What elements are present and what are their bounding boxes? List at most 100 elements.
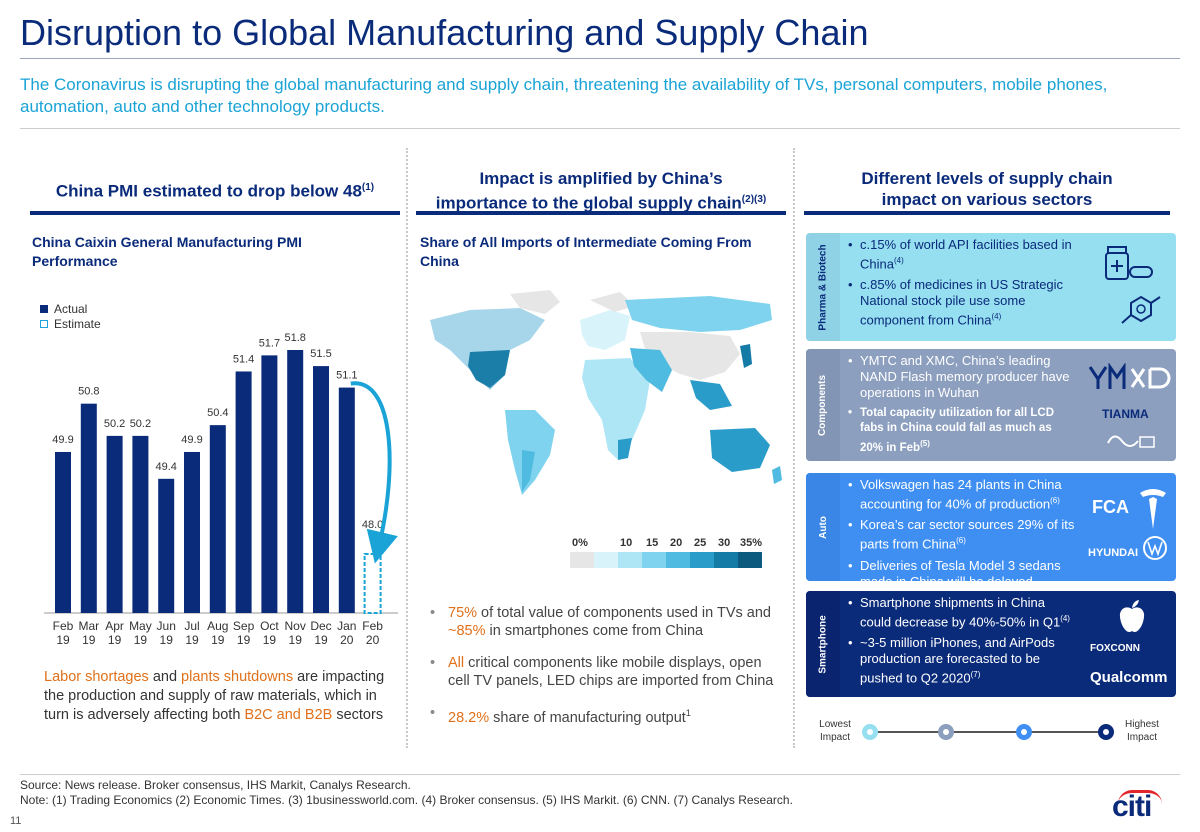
scale-swatch (570, 552, 594, 568)
bar-actual (55, 451, 71, 613)
bar-value-label: 51.7 (259, 337, 280, 349)
pharma-bullet: c.15% of world API facilities based in C… (846, 237, 1076, 272)
bar-actual (184, 451, 200, 613)
x-tick-label: Aug (207, 619, 228, 633)
scale-label: 10 (620, 537, 633, 549)
bullet-note: (6) (956, 536, 966, 546)
scale-label: 30 (718, 537, 731, 549)
auto-bullets: Volkswagen has 24 plants in China accoun… (846, 477, 1076, 595)
x-tick-label: Nov (285, 619, 306, 633)
legend-actual: Actual (40, 301, 101, 316)
column-divider (793, 148, 795, 748)
bullet-note: 1 (685, 708, 691, 718)
x-tick-label: 19 (211, 633, 225, 647)
sector-label-text: Pharma & Biotech (817, 243, 829, 331)
left-heading-bar (30, 211, 400, 215)
volkswagen-logo (1143, 536, 1167, 560)
ymtc-xmc-logo (1088, 363, 1171, 389)
page-title: Disruption to Global Manufacturing and S… (20, 12, 869, 53)
sector-panel-pharma: Pharma & Biotech c.15% of world API faci… (806, 233, 1176, 341)
x-tick-label: 19 (237, 633, 251, 647)
x-tick-label: 20 (366, 633, 380, 647)
bullet-text: critical components like mobile displays… (448, 655, 774, 689)
scale-swatch (666, 552, 690, 568)
footer-source: Source: News release. Broker consensus, … (20, 778, 793, 808)
fca-logo: FCA (1092, 497, 1129, 517)
map-australia (710, 428, 770, 472)
bar-value-label: 49.4 (155, 461, 176, 473)
middle-bullet: All critical components like mobile disp… (428, 654, 784, 690)
map-europe (580, 310, 630, 350)
pharma-bullet: c.85% of medicines in US Strategic Natio… (846, 277, 1076, 328)
left-summary-text: Labor shortages and plants shutdowns are… (44, 668, 394, 725)
map-scandinavia (590, 292, 635, 312)
bar-actual (209, 425, 226, 613)
text-part: and (148, 669, 182, 685)
scale-label: 0% (572, 537, 588, 549)
bar-estimate (363, 552, 382, 614)
bullet-text: YMTC and XMC, China’s leading NAND Flash… (860, 353, 1070, 400)
impact-scale: Lowest Impact Highest Impact (806, 714, 1176, 750)
bar-actual (132, 435, 149, 613)
bullet-note: (5) (920, 439, 930, 448)
map-south-america-south (522, 450, 535, 492)
page-subtitle: The Coronavirus is disrupting the global… (20, 75, 1108, 116)
x-tick-label: Dec (310, 619, 331, 633)
citi-arc-icon (1118, 790, 1162, 804)
middle-heading: Impact is amplified by China’s importanc… (414, 168, 788, 214)
text-part: are impacting the production and supply … (44, 669, 385, 723)
bullet-text: c.85% of medicines in US Strategic Natio… (860, 277, 1064, 328)
map-russia (625, 296, 772, 332)
bar-value-label: 49.9 (52, 434, 73, 446)
csot-logo (1107, 435, 1155, 448)
x-tick-label: Mar (78, 619, 99, 633)
bullet-text: Deliveries of Tesla Model 3 sedans made … (860, 557, 1061, 589)
auto-bullet: Volkswagen has 24 plants in China accoun… (846, 477, 1076, 512)
scale-label: 25 (694, 537, 707, 549)
map-north-america (430, 308, 545, 390)
x-tick-label: Jul (184, 619, 199, 633)
map-greenland (510, 290, 560, 314)
bullet-note: (4) (1060, 614, 1070, 623)
components-bullet: YMTC and XMC, China’s leading NAND Flash… (846, 353, 1076, 401)
right-heading-line1: Different levels of supply chain (861, 169, 1113, 188)
scale-swatch (594, 552, 618, 568)
bar-actual (235, 371, 252, 613)
scale-swatch (714, 552, 738, 568)
scale-swatch (690, 552, 714, 568)
x-tick-label: Jan (337, 619, 356, 633)
x-tick-label: 19 (56, 633, 70, 647)
x-tick-label: Feb (362, 619, 383, 633)
middle-heading-line1: Impact is amplified by China’s (479, 169, 723, 188)
bullet-note: (6) (1050, 496, 1060, 505)
sector-label-text: Smartphone (817, 614, 829, 674)
qualcomm-logo: Qualcomm (1090, 669, 1168, 686)
smartphone-bullets: Smartphone shipments in China could decr… (846, 595, 1076, 692)
bar-actual (261, 355, 278, 613)
x-tick-label: 19 (185, 633, 199, 647)
middle-bullet: 75% of total value of components used in… (428, 604, 784, 640)
bullet-text: Smartphone shipments in China could decr… (860, 595, 1061, 630)
bar-value-label: 51.8 (284, 332, 305, 344)
middle-heading-line2: importance to the global supply chain (435, 193, 742, 213)
bar-value-label: 50.4 (207, 407, 228, 419)
bar-actual (287, 350, 304, 613)
bullet-highlight: ~85% (448, 623, 486, 639)
bullet-text: of total value of components used in TVs… (477, 605, 771, 621)
impact-scale-line (862, 724, 1114, 740)
sector-label-text: Auto (817, 515, 829, 539)
note-text: Note: (1) Trading Economics (2) Economic… (20, 793, 793, 807)
map-new-zealand (772, 466, 782, 484)
bar-value-label: 50.2 (130, 418, 151, 430)
x-tick-label: 19 (314, 633, 328, 647)
x-tick-label: 19 (108, 633, 122, 647)
middle-bullet: 28.2% share of manufacturing output1 (428, 704, 784, 727)
middle-heading-note: (2)(3) (741, 194, 767, 205)
legend-estimate-swatch (40, 319, 48, 328)
scale-swatch (738, 552, 762, 568)
right-heading: Different levels of supply chain impact … (800, 168, 1174, 210)
bullet-highlight: 28.2% (448, 709, 490, 726)
map-subheading: Share of All Imports of Intermediate Com… (420, 234, 752, 269)
sector-label-pharma: Pharma & Biotech (806, 233, 840, 341)
bar-actual (106, 435, 123, 613)
